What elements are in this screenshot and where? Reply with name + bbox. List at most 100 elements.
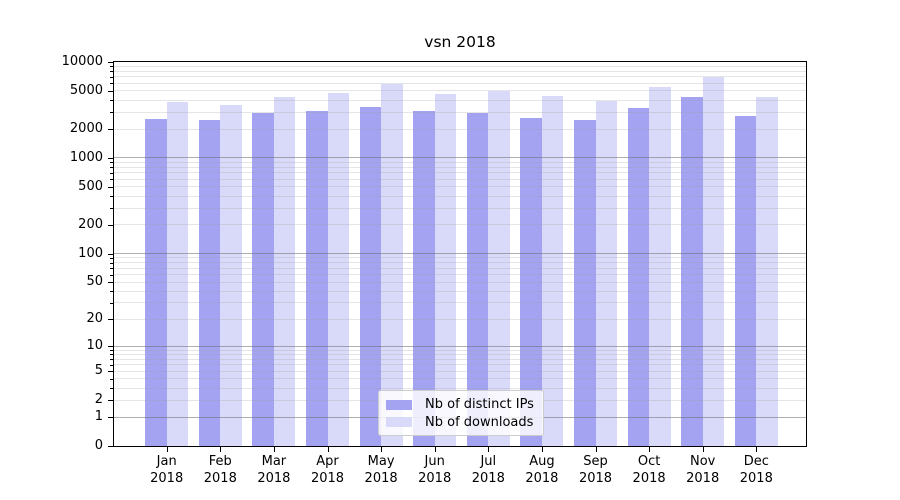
x-tick-mark [702, 447, 704, 452]
bar-downloads [381, 83, 403, 446]
legend-swatch-distinct-ips [386, 399, 412, 410]
gridline-minor [114, 70, 806, 72]
x-tick-label: Feb 2018 [203, 454, 237, 486]
bar-distinct-ips [466, 112, 489, 446]
x-tick-label: Sep 2018 [578, 454, 613, 486]
y-minor-tick-mark [110, 388, 113, 390]
y-minor-tick-mark [110, 83, 113, 85]
x-tick-label: Nov 2018 [686, 454, 720, 486]
x-tick-label: Aug 2018 [525, 454, 559, 486]
y-tick-label: 500 [78, 178, 103, 194]
x-tick-mark [434, 447, 436, 452]
bar-distinct-ips [306, 111, 328, 446]
bar-downloads [595, 100, 617, 446]
bar-distinct-ips [198, 119, 221, 446]
y-minor-tick-mark [110, 66, 113, 68]
y-minor-tick-mark [110, 274, 113, 276]
y-tick-mark [108, 417, 113, 419]
y-minor-tick-mark [110, 172, 113, 174]
bar-distinct-ips [574, 119, 596, 446]
bar-distinct-ips [413, 110, 435, 446]
bar-downloads [756, 97, 778, 446]
y-minor-tick-mark [110, 257, 113, 259]
y-minor-tick-mark [110, 179, 113, 181]
y-minor-tick-mark [110, 71, 113, 73]
x-tick-mark [488, 447, 490, 452]
y-tick-mark [108, 282, 113, 284]
chart-title: vsn 2018 [424, 33, 496, 51]
y-tick-label: 5 [94, 363, 103, 379]
legend-item-distinct-ips: Nb of distinct IPs [386, 396, 535, 414]
x-tick-mark [166, 447, 168, 452]
bar-distinct-ips [734, 115, 757, 446]
y-minor-tick-mark [110, 359, 113, 361]
y-tick-mark [108, 446, 113, 447]
bar-downloads [434, 93, 457, 446]
y-minor-tick-mark [110, 262, 113, 264]
y-tick-mark [108, 157, 113, 159]
y-tick-label: 10 [86, 338, 103, 354]
y-tick-mark [108, 90, 113, 92]
x-tick-mark [273, 447, 275, 452]
y-minor-tick-mark [110, 76, 113, 78]
bar-distinct-ips [145, 118, 167, 446]
y-tick-mark [108, 253, 113, 255]
bar-distinct-ips [520, 117, 542, 446]
y-tick-label: 200 [78, 216, 103, 232]
x-tick-mark [595, 447, 597, 452]
plot-area [113, 61, 807, 447]
y-tick-label: 0 [94, 438, 103, 453]
bar-downloads [488, 90, 510, 446]
y-tick-mark [108, 346, 113, 348]
y-tick-mark [108, 186, 113, 188]
y-tick-mark [108, 62, 113, 63]
y-tick-mark [108, 400, 113, 402]
y-minor-tick-mark [110, 167, 113, 169]
legend-label-distinct-ips: Nb of distinct IPs [425, 397, 534, 413]
y-minor-tick-mark [110, 302, 113, 304]
y-minor-tick-mark [110, 196, 113, 198]
x-tick-label: Jan 2018 [150, 454, 184, 486]
bar-distinct-ips [627, 108, 650, 446]
legend-item-downloads: Nb of downloads [386, 414, 535, 432]
x-tick-label: May 2018 [364, 454, 398, 486]
y-tick-label: 10000 [61, 54, 103, 69]
y-tick-label: 1000 [69, 149, 103, 165]
x-tick-label: Jul 2018 [471, 454, 505, 486]
y-minor-tick-mark [110, 378, 113, 380]
y-minor-tick-mark [110, 354, 113, 356]
y-minor-tick-mark [110, 291, 113, 293]
y-minor-tick-mark [110, 162, 113, 164]
legend: Nb of distinct IPs Nb of downloads [378, 390, 544, 436]
y-minor-tick-mark [110, 208, 113, 210]
y-minor-tick-mark [110, 268, 113, 270]
x-tick-label: Jun 2018 [418, 454, 452, 486]
y-minor-tick-mark [110, 100, 113, 102]
y-tick-label: 100 [78, 245, 103, 261]
y-tick-label: 2 [94, 392, 103, 408]
y-tick-label: 1 [94, 409, 103, 425]
x-tick-mark [541, 447, 543, 452]
legend-label-downloads: Nb of downloads [425, 414, 534, 430]
x-tick-mark [381, 447, 383, 452]
y-tick-label: 5000 [69, 82, 103, 98]
bar-distinct-ips [359, 106, 382, 446]
bar-downloads [649, 87, 671, 446]
bar-downloads [273, 97, 296, 446]
y-tick-label: 20 [86, 311, 103, 327]
bar-downloads [702, 77, 725, 446]
gridline-minor [114, 65, 806, 67]
x-tick-mark [220, 447, 222, 452]
y-tick-label: 50 [86, 274, 103, 290]
y-minor-tick-mark [110, 112, 113, 114]
y-tick-mark [108, 371, 113, 373]
y-tick-mark [108, 129, 113, 131]
x-tick-label: Dec 2018 [739, 454, 773, 486]
x-tick-mark [649, 447, 651, 452]
bar-downloads [541, 95, 564, 446]
y-tick-mark [108, 224, 113, 226]
bar-distinct-ips [252, 113, 274, 446]
y-minor-tick-mark [110, 350, 113, 351]
bar-distinct-ips [681, 97, 703, 446]
y-minor-tick-mark [110, 364, 113, 366]
